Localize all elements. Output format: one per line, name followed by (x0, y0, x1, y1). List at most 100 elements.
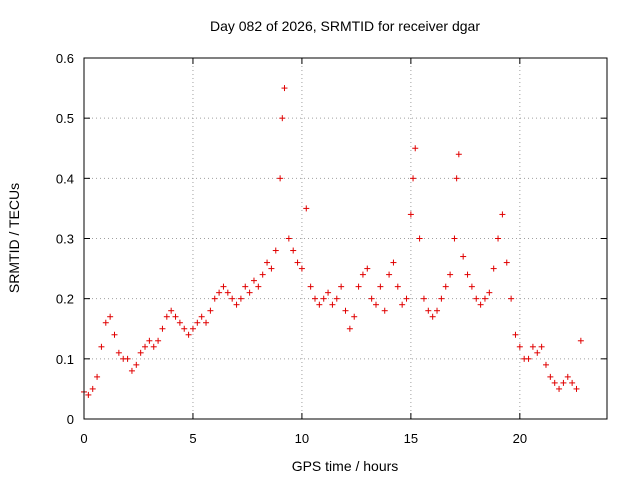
data-point (259, 271, 266, 278)
data-point (534, 349, 541, 356)
data-point (198, 313, 205, 320)
data-point (390, 259, 397, 266)
data-point (89, 385, 96, 392)
data-point (355, 283, 362, 290)
x-tick-label: 0 (80, 431, 87, 446)
data-point (503, 259, 510, 266)
data-points (81, 85, 584, 398)
data-point (451, 235, 458, 242)
data-point (181, 325, 188, 332)
data-point (464, 271, 471, 278)
data-point (325, 289, 332, 296)
data-point (516, 343, 523, 350)
x-tick-label: 20 (513, 431, 527, 446)
data-point (529, 343, 536, 350)
data-point (189, 325, 196, 332)
data-point (281, 85, 288, 92)
data-point (453, 175, 460, 182)
data-point (294, 259, 301, 266)
data-point (111, 331, 118, 338)
data-point (146, 337, 153, 344)
data-point (403, 295, 410, 302)
data-point (163, 313, 170, 320)
data-point (229, 295, 236, 302)
y-tick-label: 0.2 (56, 292, 74, 307)
data-point (194, 319, 201, 326)
data-point (216, 289, 223, 296)
data-point (381, 307, 388, 314)
y-tick-label: 0.1 (56, 352, 74, 367)
data-point (338, 283, 345, 290)
data-point (279, 115, 286, 122)
data-point (285, 235, 292, 242)
data-point (569, 379, 576, 386)
data-point (394, 283, 401, 290)
data-point (410, 175, 417, 182)
data-point (150, 343, 157, 350)
y-axis-label: SRMTID / TECUs (6, 183, 22, 293)
y-tick-label: 0 (67, 412, 74, 427)
data-point (237, 295, 244, 302)
data-point (290, 247, 297, 254)
data-point (455, 151, 462, 158)
data-point (447, 271, 454, 278)
data-point (373, 301, 380, 308)
data-point (159, 325, 166, 332)
data-point (203, 319, 210, 326)
data-point (473, 295, 480, 302)
data-point (525, 355, 532, 362)
data-point (316, 301, 323, 308)
data-point (124, 355, 131, 362)
data-point (342, 307, 349, 314)
data-point (573, 385, 580, 392)
data-point (490, 265, 497, 272)
data-point (85, 391, 92, 398)
data-point (246, 289, 253, 296)
data-point (556, 385, 563, 392)
x-tick-label: 10 (295, 431, 309, 446)
data-point (486, 289, 493, 296)
data-point (560, 379, 567, 386)
data-point (168, 307, 175, 314)
data-point (172, 313, 179, 320)
data-point (481, 295, 488, 302)
data-point (272, 247, 279, 254)
data-point (460, 253, 467, 260)
data-point (438, 295, 445, 302)
data-point (429, 313, 436, 320)
data-point (107, 313, 114, 320)
data-point (185, 331, 192, 338)
y-tick-label: 0.3 (56, 232, 74, 247)
data-point (434, 307, 441, 314)
data-point (508, 295, 515, 302)
data-point (133, 361, 140, 368)
data-point (333, 295, 340, 302)
x-tick-label: 15 (404, 431, 418, 446)
data-point (551, 379, 558, 386)
data-point (128, 367, 135, 374)
data-point (499, 211, 506, 218)
data-point (211, 295, 218, 302)
data-point (512, 331, 519, 338)
data-point (538, 343, 545, 350)
data-point (420, 295, 427, 302)
data-point (242, 283, 249, 290)
data-point (277, 175, 284, 182)
data-point (250, 277, 257, 284)
data-point (233, 301, 240, 308)
data-point (329, 301, 336, 308)
data-point (142, 343, 149, 350)
data-point (264, 259, 271, 266)
chart-title: Day 082 of 2026, SRMTID for receiver dga… (210, 18, 480, 34)
y-tick-label: 0.4 (56, 171, 74, 186)
x-axis-label: GPS time / hours (292, 458, 399, 474)
data-point (98, 343, 105, 350)
data-point (542, 361, 549, 368)
data-point (303, 205, 310, 212)
data-point (547, 373, 554, 380)
data-point (94, 373, 101, 380)
data-point (425, 307, 432, 314)
data-point (155, 337, 162, 344)
data-point (412, 145, 419, 152)
